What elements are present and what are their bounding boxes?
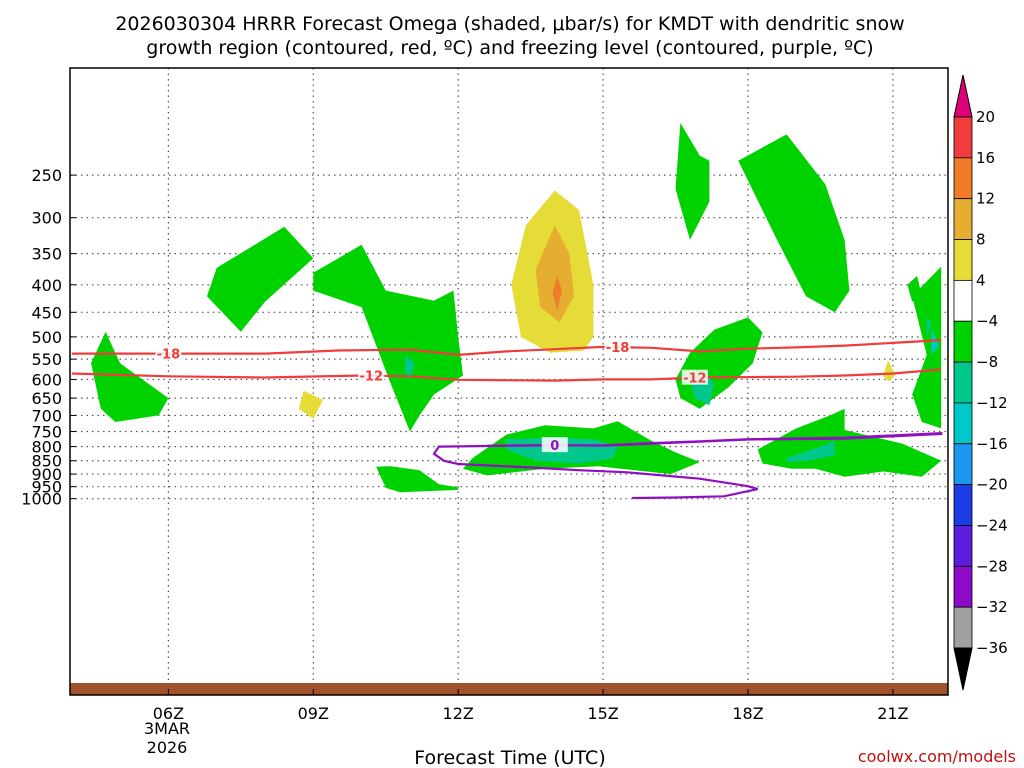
x-tick-label: 21Z xyxy=(877,704,908,723)
y-tick-label: 850 xyxy=(31,452,62,471)
omega-region xyxy=(675,317,763,409)
y-tick-label: 450 xyxy=(31,303,62,322)
colorbar-swatch xyxy=(953,157,973,200)
y-tick-label: 550 xyxy=(31,350,62,369)
plot-frame xyxy=(69,67,949,696)
x-tick-label: 06Z xyxy=(153,704,184,723)
y-tick-label: 600 xyxy=(31,370,62,389)
y-tick-label: 500 xyxy=(31,328,62,347)
date-label-month: 3MAR xyxy=(144,719,190,738)
colorbar-swatch xyxy=(953,116,973,159)
colorbar-label: −4 xyxy=(976,312,998,330)
colorbar-label: 16 xyxy=(976,149,995,167)
colorbar-label: −24 xyxy=(976,516,1008,534)
y-tick-label: 1000 xyxy=(21,490,62,509)
colorbar-swatch xyxy=(953,606,973,649)
contour-label: -18 xyxy=(157,348,181,363)
y-tick-label: 800 xyxy=(31,438,62,457)
colorbar-swatch xyxy=(953,320,973,363)
colorbar: 20 16 12 8 4 −4 −8 −12 −16 −20 −24 −28 −32 −36 xyxy=(953,74,1008,691)
contour-label-bg xyxy=(681,369,708,385)
x-tick-label: 12Z xyxy=(443,704,474,723)
omega-region xyxy=(907,275,922,302)
omega-region xyxy=(405,354,415,380)
contour-label: -12 xyxy=(360,370,384,385)
colorbar-swatch xyxy=(953,484,973,526)
omega-shading xyxy=(91,123,942,493)
y-tick-label: 650 xyxy=(31,389,62,408)
omega-region xyxy=(757,408,942,477)
omega-region xyxy=(675,123,710,240)
temperature-contours: -18 -18 -12 -12 0 xyxy=(71,339,943,500)
colorbar-label: −36 xyxy=(976,639,1008,657)
omega-region xyxy=(883,360,896,382)
contour-line xyxy=(71,339,942,357)
contour-label: 0 xyxy=(550,439,559,454)
x-tick-label: 15Z xyxy=(587,704,618,723)
x-axis: 06Z 09Z 12Z 15Z 18Z 21Z xyxy=(153,689,909,723)
omega-region xyxy=(926,317,932,337)
y-tick-label: 950 xyxy=(31,478,62,497)
colorbar-swatch xyxy=(953,443,973,486)
y-tick-label: 700 xyxy=(31,406,62,425)
omega-region xyxy=(738,134,850,313)
omega-region xyxy=(207,226,314,332)
y-tick-label: 900 xyxy=(31,465,62,484)
grid xyxy=(70,68,948,695)
colorbar-label: −8 xyxy=(976,353,998,371)
colorbar-cap-bottom xyxy=(953,647,973,691)
y-axis: 2503003504004505005506006507007508008509… xyxy=(21,166,76,509)
colorbar-swatch xyxy=(953,402,973,445)
chart-title-line1: 2026030304 HRRR Forecast Omega (shaded, … xyxy=(115,13,904,35)
y-tick-label: 750 xyxy=(31,423,62,442)
x-tick-label: 09Z xyxy=(298,704,329,723)
y-tick-label: 250 xyxy=(31,166,62,185)
colorbar-label: −20 xyxy=(976,476,1008,494)
ground-surface xyxy=(70,683,948,695)
chart-title-line2: growth region (contoured, red, ºC) and f… xyxy=(146,37,873,59)
omega-region xyxy=(786,440,835,463)
colorbar-label: −28 xyxy=(976,557,1008,575)
colorbar-swatch xyxy=(953,565,973,608)
colorbar-swatch xyxy=(953,525,973,567)
contour-label: -18 xyxy=(606,341,630,356)
colorbar-label: 12 xyxy=(976,190,995,208)
date-label-year: 2026 xyxy=(147,738,188,757)
omega-region xyxy=(912,266,942,429)
contour-line xyxy=(71,368,942,382)
omega-region xyxy=(552,275,562,310)
credit-text: coolwx.com/models xyxy=(858,747,1016,766)
contour-label-bg xyxy=(604,339,631,355)
x-axis-label: Forecast Time (UTC) xyxy=(414,747,605,768)
contour-label-bg xyxy=(541,437,568,453)
omega-region xyxy=(376,466,459,493)
colorbar-label: −32 xyxy=(976,598,1008,616)
colorbar-swatch xyxy=(953,361,973,404)
colorbar-swatch xyxy=(953,239,973,281)
colorbar-label: 8 xyxy=(976,231,986,249)
y-tick-label: 300 xyxy=(31,209,62,228)
contour-label-bg xyxy=(155,345,182,361)
omega-region xyxy=(298,390,323,419)
colorbar-label: 4 xyxy=(976,271,986,289)
omega-region xyxy=(313,244,463,432)
y-tick-label: 400 xyxy=(31,276,62,295)
colorbar-swatch xyxy=(953,279,973,322)
colorbar-label: 20 xyxy=(976,108,995,126)
contour-label: -12 xyxy=(683,372,707,387)
colorbar-swatch xyxy=(953,198,973,240)
colorbar-label: −16 xyxy=(976,435,1008,453)
y-tick-label: 350 xyxy=(31,245,62,264)
omega-region xyxy=(535,225,575,323)
x-tick-label: 18Z xyxy=(732,704,763,723)
colorbar-cap-top xyxy=(953,74,973,118)
contour-label-bg xyxy=(358,367,385,383)
colorbar-label: −12 xyxy=(976,394,1008,412)
